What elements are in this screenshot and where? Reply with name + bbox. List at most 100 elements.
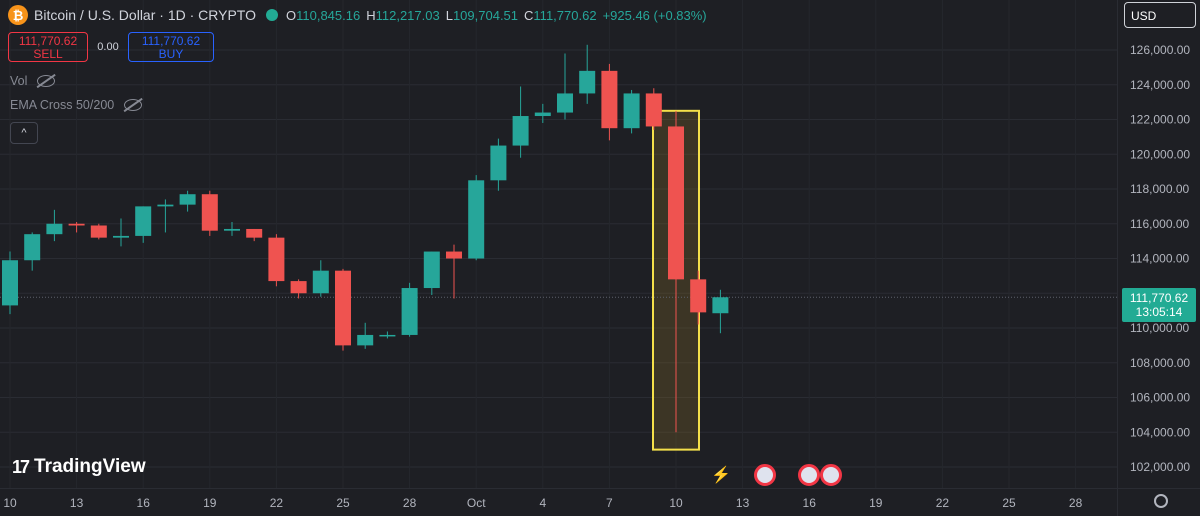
candle-body [490,145,507,181]
y-tick-label: 106,000.00 [1130,391,1190,405]
y-tick-label: 124,000.00 [1130,78,1190,92]
candle-body [224,228,240,231]
y-tick-label: 108,000.00 [1130,356,1190,370]
candle [623,89,640,134]
currency-select[interactable]: USD [1124,2,1196,28]
candle [68,222,85,233]
ohlc-key: L [445,7,453,23]
candle [46,209,63,242]
x-tick-label: 16 [137,496,151,510]
candle-body [512,116,529,146]
candle [312,260,329,297]
candle [379,331,396,339]
sell-button[interactable]: 111,770.62 SELL [8,32,88,62]
candle-body [24,234,41,261]
legend-vol[interactable]: Vol [10,74,56,88]
countdown: 13:05:14 [1135,305,1183,319]
legend-ema[interactable]: EMA Cross 50/200 [10,98,143,112]
y-tick-label: 102,000.00 [1130,460,1190,474]
x-tick-label: 10 [669,496,683,510]
y-tick-label: 114,000.00 [1130,252,1189,266]
ohlc-value: 109,704.51 [452,7,519,23]
candle [668,110,684,433]
ohlc-key: C [524,7,534,23]
symbol-title[interactable]: Bitcoin / U.S. Dollar · 1D · CRYPTO [34,7,256,23]
candle [579,44,596,104]
sparkle-icon[interactable]: ⚡ [711,467,731,484]
price-change: +925.46 (+0.83%) [602,7,707,23]
candle-body [268,237,285,282]
last-price: 111,770.62 [1129,291,1189,305]
ohlc-value: 110,845.16 [296,7,361,23]
candle [446,244,462,299]
candle-body [446,251,462,259]
candle [357,322,374,349]
candle-body [423,251,440,289]
candle [246,228,263,242]
candle [179,190,196,212]
candle-body [579,70,596,94]
x-tick-label: 10 [3,496,17,510]
y-tick-label: 116,000.00 [1130,217,1189,231]
candle-body [712,297,729,314]
candle-body [357,334,374,346]
candle-body [157,204,174,207]
gear-icon[interactable] [1154,494,1168,508]
x-tick-label: 28 [403,496,417,510]
candle-body [68,223,85,226]
x-tick-label: 28 [1069,496,1083,510]
candle-body [690,279,707,313]
us-flag-event-icon[interactable] [753,464,776,486]
us-flag-event-icon[interactable] [820,464,843,486]
x-tick-label: 7 [606,496,613,510]
x-tick-label: 22 [936,496,950,510]
x-tick-label: 19 [869,496,883,510]
sell-price: 111,770.62 [18,34,78,48]
sell-label: SELL [33,47,63,61]
candle [512,86,529,158]
buy-price: 111,770.62 [141,34,201,48]
x-tick-label: 25 [1002,496,1016,510]
candle-body [246,228,263,238]
candle [401,282,418,337]
candle [712,289,729,334]
eye-hidden-icon[interactable] [37,75,56,87]
spread-value: 0.00 [97,41,119,53]
tradingview-icon: 17 [12,456,30,477]
legend-vol-label: Vol [10,74,28,88]
candle [135,206,152,243]
candle [90,223,107,240]
candle [490,138,507,191]
y-tick-label: 126,000.00 [1130,43,1190,57]
flag-icon [823,467,840,483]
chart-header: ₿ Bitcoin / U.S. Dollar · 1D · CRYPTO O1… [0,0,707,30]
x-tick-label: 13 [736,496,750,510]
eye-hidden-icon[interactable] [124,99,143,111]
candle [557,53,573,120]
buy-button[interactable]: 111,770.62 BUY [128,32,214,62]
candle-body [46,223,63,235]
candle [201,190,218,236]
flag-icon [756,467,773,483]
trade-panel: 111,770.62 SELL 0.00 111,770.62 BUY [8,32,214,62]
x-tick-label: 16 [803,496,817,510]
us-flag-event-icon[interactable] [798,464,821,486]
legend-ema-label: EMA Cross 50/200 [10,98,115,112]
candle [645,88,662,130]
x-tick-label: 19 [203,496,217,510]
x-tick-label: 25 [336,496,350,510]
candle-body [534,112,551,117]
flag-icon [801,467,818,483]
collapse-legend-button[interactable]: ^ [10,122,38,144]
currency-label: USD [1131,9,1157,23]
tradingview-logo[interactable]: 17 TradingView [12,456,146,478]
ohlc-key: O [285,7,297,23]
ohlc-value: 112,217.03 [375,7,440,23]
candle [157,199,174,233]
y-tick-label: 118,000.00 [1130,182,1189,196]
buy-label: BUY [158,47,184,61]
candle [290,279,307,299]
ohlc-value: 111,770.62 [533,7,597,23]
candle-body [401,288,418,335]
